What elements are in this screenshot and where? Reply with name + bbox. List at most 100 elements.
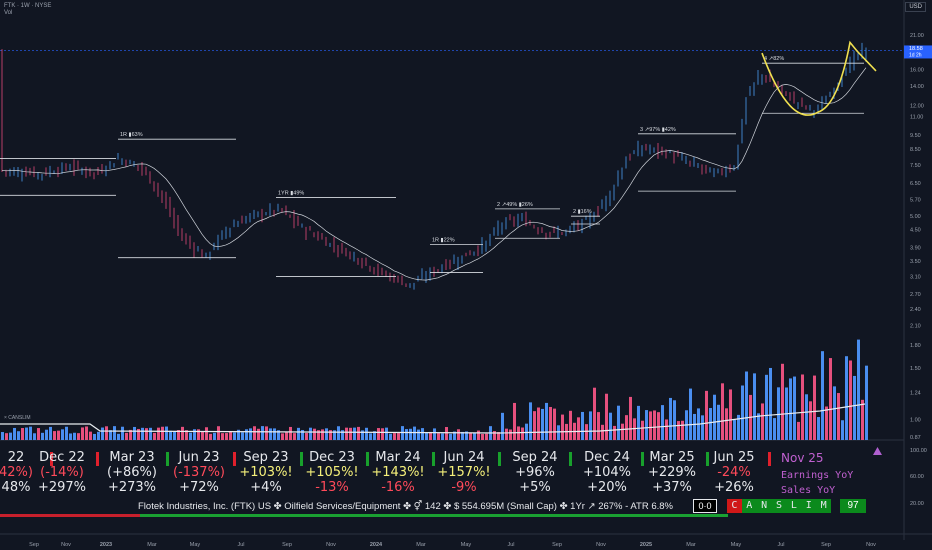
volume-bar <box>253 426 256 440</box>
volume-bar <box>569 410 572 440</box>
lower-tick-label: 20.00 <box>910 501 924 507</box>
quarter-status-bar <box>432 452 435 466</box>
fundamental-column: 22 42%) 48% <box>0 450 48 495</box>
lower-tick-label: 60.00 <box>910 474 924 480</box>
eps-growth: 42%) <box>0 465 33 480</box>
x-tick-label: Nov <box>866 542 876 548</box>
base-label: 2 ↗49% ▮26% <box>497 202 533 208</box>
eps-growth: (-14%) <box>40 465 84 480</box>
volume-bar <box>485 433 488 440</box>
volume-bar <box>701 415 704 440</box>
volume-bar <box>297 427 300 440</box>
volume-bar <box>361 430 364 440</box>
volume-bar <box>349 427 352 440</box>
volume-bar <box>641 420 644 440</box>
volume-bar <box>657 412 660 440</box>
currency-button[interactable]: USD <box>905 2 926 12</box>
rating-score: 97 <box>840 499 866 513</box>
volume-bar <box>193 429 196 440</box>
volume-bar <box>113 426 116 440</box>
sales-growth: +4% <box>250 480 282 495</box>
volume-bar <box>609 412 612 440</box>
quarter-label: Dec 24 <box>584 450 630 465</box>
volume-bar <box>769 367 772 440</box>
volume-bar <box>845 356 848 440</box>
eps-growth: -24% <box>717 465 751 480</box>
canslim-letter: L <box>790 500 797 511</box>
marker-triangle <box>873 447 882 455</box>
volume-bar <box>377 428 380 440</box>
volume-bar <box>597 412 600 440</box>
eps-growth: (-137%) <box>173 465 225 480</box>
volume-bar <box>857 339 860 440</box>
fundamental-column: Sep 24 +96% +5% <box>503 450 567 495</box>
quarter-label: Sep 23 <box>243 450 289 465</box>
volume-bar <box>477 430 480 440</box>
volume-bar <box>529 402 532 440</box>
x-tick-label: Mar <box>416 542 426 548</box>
volume-bar <box>145 428 148 440</box>
volume-bar <box>741 385 744 440</box>
y-tick-label: 14.00 <box>910 84 924 90</box>
volume-bar <box>709 408 712 440</box>
x-tick-label: Sep <box>552 542 562 548</box>
volume-bar <box>97 431 100 440</box>
volume-bar <box>793 376 796 440</box>
volume-bar <box>93 433 96 440</box>
volume-bar <box>425 432 428 440</box>
volume-bar <box>669 397 672 440</box>
volume-average-line <box>0 403 866 434</box>
volume-bar <box>129 429 132 440</box>
volume-bar <box>585 424 588 440</box>
volume-bar <box>117 433 120 440</box>
volume-bar <box>413 426 416 440</box>
volume-bar <box>773 418 776 440</box>
volume-bar <box>65 426 68 440</box>
volume-bar <box>533 411 536 440</box>
volume-bar <box>301 430 304 440</box>
quarter-status-bar <box>166 452 169 466</box>
base-label: 1R ▮22% <box>432 237 455 243</box>
volume-bar <box>637 405 640 440</box>
volume-bar <box>81 427 84 440</box>
volume-bar <box>329 430 332 440</box>
volume-bar <box>525 423 528 440</box>
price-tag <box>904 45 932 59</box>
x-tick-label: Sep <box>282 542 292 548</box>
volume-bar <box>665 419 668 440</box>
company-info-line: Flotek Industries, Inc. (FTK) US ✤ Oilfi… <box>138 501 674 512</box>
volume-bar <box>577 417 580 440</box>
volume-bar <box>409 428 412 440</box>
base-label: 4 ↗82% <box>764 56 784 62</box>
volume-bar <box>717 404 720 440</box>
volume-bar <box>341 430 344 440</box>
volume-bar <box>549 406 552 440</box>
y-tick-label: 21.00 <box>910 33 924 39</box>
x-tick-label: Mar <box>686 542 696 548</box>
volume-bar <box>617 405 620 440</box>
volume-bar <box>421 428 424 440</box>
volume-bar <box>809 401 812 440</box>
base-label: 1R ▮63% <box>120 132 143 138</box>
volume-bar <box>245 429 248 440</box>
y-tick-label: 5.70 <box>910 198 921 204</box>
moving-average-line <box>1 67 867 281</box>
volume-bar <box>437 433 440 440</box>
volume-bar <box>397 433 400 440</box>
eps-growth: +143%! <box>371 465 425 480</box>
volume-bar <box>257 428 260 440</box>
volume-bar <box>169 430 172 440</box>
x-tick-label: May <box>731 542 742 548</box>
volume-bar <box>417 429 420 440</box>
volume-bar <box>457 429 460 440</box>
volume-bar <box>713 394 716 440</box>
cup-handle-pattern <box>761 40 877 116</box>
x-tick-label: Nov <box>61 542 71 548</box>
volume-bar <box>673 400 676 440</box>
volume-bar <box>513 402 516 440</box>
volume-bar <box>681 420 684 440</box>
volume-bar <box>497 432 500 440</box>
sales-growth: +72% <box>179 480 219 495</box>
volume-bar <box>589 411 592 440</box>
